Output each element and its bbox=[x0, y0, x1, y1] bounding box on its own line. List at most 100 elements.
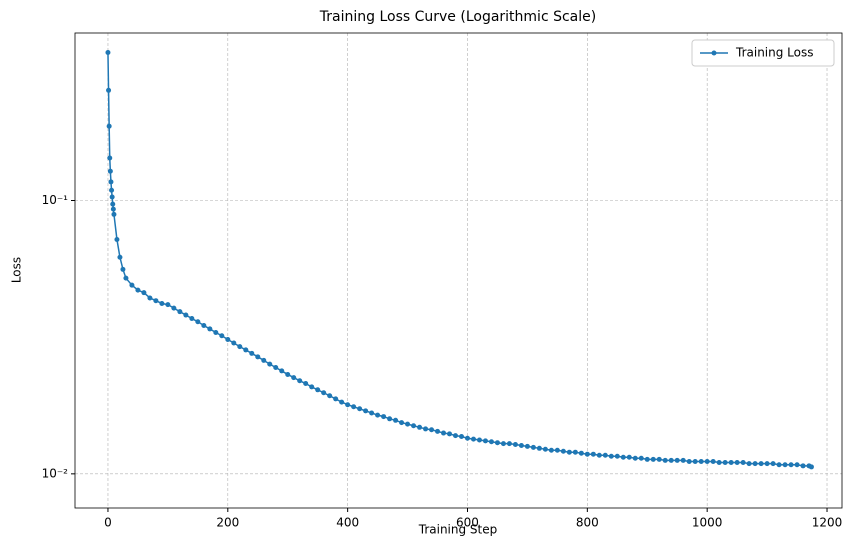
loss-point bbox=[423, 426, 429, 432]
loss-point bbox=[120, 266, 126, 272]
loss-point bbox=[590, 451, 596, 457]
loss-point bbox=[183, 312, 189, 318]
loss-point bbox=[381, 414, 387, 420]
loss-point bbox=[476, 437, 482, 443]
loss-point bbox=[680, 457, 686, 463]
loss-point bbox=[357, 406, 363, 412]
loss-point bbox=[808, 464, 814, 470]
loss-point bbox=[782, 462, 788, 468]
loss-point bbox=[351, 404, 357, 410]
loss-point bbox=[279, 368, 285, 374]
loss-point bbox=[500, 441, 506, 447]
loss-point bbox=[219, 333, 225, 339]
loss-point bbox=[411, 423, 417, 429]
loss-point bbox=[333, 396, 339, 402]
chart-title: Training Loss Curve (Logarithmic Scale) bbox=[319, 9, 596, 25]
loss-point bbox=[135, 287, 141, 293]
loss-point bbox=[746, 461, 752, 467]
loss-point bbox=[686, 458, 692, 464]
loss-point bbox=[141, 290, 147, 296]
loss-point bbox=[704, 458, 710, 464]
y-axis-label: Loss bbox=[10, 257, 24, 283]
loss-point bbox=[536, 445, 542, 451]
loss-point bbox=[106, 123, 112, 129]
loss-point bbox=[405, 421, 411, 427]
loss-point bbox=[674, 457, 680, 463]
loss-point bbox=[566, 449, 572, 455]
loss-point bbox=[578, 450, 584, 456]
loss-point bbox=[572, 449, 578, 455]
loss-point bbox=[129, 282, 135, 288]
loss-point bbox=[107, 168, 113, 174]
legend-box bbox=[691, 39, 835, 67]
loss-point bbox=[620, 454, 626, 460]
loss-point bbox=[542, 446, 548, 452]
loss-point bbox=[171, 305, 177, 311]
loss-point bbox=[770, 461, 776, 467]
loss-line bbox=[107, 52, 812, 468]
loss-point bbox=[114, 236, 120, 242]
loss-point bbox=[189, 316, 195, 322]
loss-point bbox=[441, 430, 447, 436]
loss-point bbox=[668, 457, 674, 463]
loss-point bbox=[548, 447, 554, 453]
loss-point bbox=[117, 254, 123, 260]
loss-point bbox=[327, 393, 333, 399]
loss-point bbox=[752, 461, 758, 467]
loss-point bbox=[207, 326, 213, 332]
loss-point bbox=[560, 448, 566, 454]
loss-point bbox=[109, 187, 115, 193]
loss-point bbox=[608, 453, 614, 459]
loss-point bbox=[482, 438, 488, 444]
x-tick-label: 800 bbox=[576, 516, 599, 530]
loss-point bbox=[638, 455, 644, 461]
loss-point bbox=[650, 456, 656, 462]
x-tick-label: 400 bbox=[336, 516, 359, 530]
loss-point bbox=[800, 463, 806, 469]
loss-point bbox=[602, 452, 608, 458]
loss-point bbox=[458, 433, 464, 439]
loss-point bbox=[363, 408, 369, 414]
loss-point bbox=[225, 337, 231, 343]
loss-point bbox=[614, 453, 620, 459]
loss-point bbox=[596, 452, 602, 458]
loss-point bbox=[309, 384, 315, 390]
loss-point bbox=[464, 435, 470, 441]
loss-point bbox=[123, 275, 129, 281]
y-tick-label: 10⁻¹ bbox=[42, 193, 69, 207]
loss-point bbox=[740, 460, 746, 466]
loss-point bbox=[110, 206, 116, 212]
loss-point bbox=[788, 462, 794, 468]
loss-point bbox=[153, 298, 159, 304]
legend-label: Training Loss bbox=[735, 46, 813, 60]
loss-point bbox=[656, 456, 662, 462]
loss-point bbox=[447, 431, 453, 437]
y-tick-label: 10⁻² bbox=[42, 466, 69, 480]
x-tick-label: 1200 bbox=[812, 516, 843, 530]
loss-point bbox=[453, 433, 459, 439]
loss-point bbox=[524, 443, 530, 449]
loss-point bbox=[315, 387, 321, 393]
loss-point bbox=[375, 412, 381, 418]
loss-point bbox=[417, 424, 423, 430]
loss-point bbox=[794, 462, 800, 468]
loss-point bbox=[764, 461, 770, 467]
loss-point bbox=[506, 441, 512, 447]
x-tick-label: 200 bbox=[216, 516, 239, 530]
loss-point bbox=[554, 447, 560, 453]
loss-point bbox=[267, 361, 273, 367]
loss-point bbox=[494, 440, 500, 446]
loss-point bbox=[321, 390, 327, 396]
loss-point bbox=[261, 357, 267, 363]
plot-frame bbox=[74, 32, 843, 509]
loss-point bbox=[530, 444, 536, 450]
loss-point bbox=[369, 410, 375, 416]
loss-point bbox=[177, 309, 183, 315]
loss-point bbox=[518, 442, 524, 448]
x-tick-label: 600 bbox=[456, 516, 479, 530]
loss-point bbox=[231, 340, 237, 346]
loss-point bbox=[109, 194, 115, 200]
x-axis-label: Training Step bbox=[418, 523, 498, 537]
loss-point bbox=[429, 427, 435, 433]
